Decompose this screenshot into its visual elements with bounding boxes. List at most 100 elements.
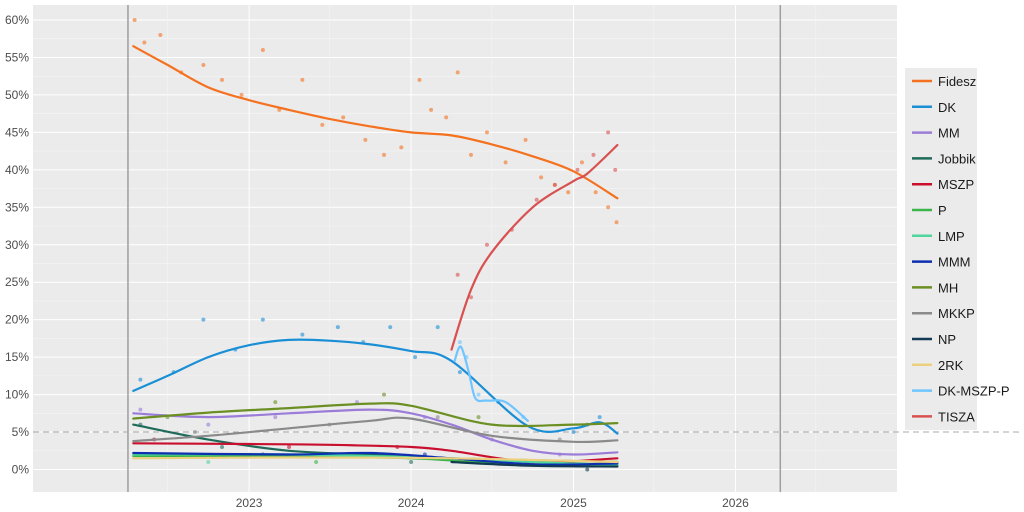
poll-point-tisza	[468, 295, 473, 300]
poll-point-fidesz	[455, 70, 460, 75]
poll-point-mm	[138, 407, 143, 412]
legend-label-mszp: MSZP	[938, 177, 974, 192]
y-tick-label: 25%	[5, 275, 29, 289]
poll-point-fidesz	[239, 92, 244, 97]
poll-point-fidesz	[429, 107, 434, 112]
legend-label-mm: MM	[938, 126, 960, 141]
poll-point-fidesz	[399, 145, 404, 150]
trend-line-mmm	[132, 451, 619, 466]
poll-point-dk	[435, 325, 440, 330]
poll-point-mm	[273, 415, 278, 420]
y-axis-labels: 0% 5% 10% 15% 20% 25% 30% 35% 40% 45% 50% 55% 60%	[5, 13, 29, 477]
poll-point-fidesz	[260, 47, 265, 52]
poll-point-fidesz	[539, 175, 544, 180]
poll-point-fidesz	[158, 32, 163, 37]
poll-point-fidesz	[142, 40, 147, 45]
y-tick-label: 45%	[5, 125, 29, 139]
poll-point-dk	[300, 332, 305, 337]
poll-point-tisza	[534, 197, 539, 202]
legend-label-np: NP	[938, 332, 956, 347]
x-tick-label: 2025	[560, 496, 587, 510]
y-tick-label: 15%	[5, 350, 29, 364]
poll-point-jobbik	[409, 460, 414, 465]
legend-label-mh: MH	[938, 280, 958, 295]
trend-line-mkkp	[132, 416, 619, 444]
legend-label-tisza: TISZA	[938, 409, 975, 424]
legend-label-dk-mszp-p: DK-MSZP-P	[938, 384, 1010, 399]
poll-point-mm	[206, 422, 211, 427]
trend-line-2rk	[132, 456, 619, 464]
trend-line-mm	[132, 408, 619, 456]
poll-point-fidesz	[484, 130, 489, 135]
poll-point-fidesz	[341, 115, 346, 120]
y-tick-label: 30%	[5, 238, 29, 252]
y-tick-label: 0%	[12, 463, 30, 477]
poll-point-np	[585, 467, 590, 472]
poll-point-mh	[382, 392, 387, 397]
y-tick-label: 10%	[5, 388, 29, 402]
legend-label-mkkp: MKKP	[938, 306, 975, 321]
poll-point-lmp	[206, 460, 211, 465]
trend-line-fidesz	[132, 45, 619, 200]
poll-point-dk	[413, 355, 418, 360]
poll-point-tisza	[613, 167, 618, 172]
poll-point-dk-mszp-p	[457, 340, 462, 345]
poll-point-dk	[201, 317, 206, 322]
poll-point-fidesz	[320, 122, 325, 127]
x-tick-label: 2023	[236, 496, 263, 510]
poll-point-dk	[260, 317, 265, 322]
legend-panel	[905, 68, 977, 430]
poll-point-p	[314, 460, 319, 465]
poll-point-fidesz	[220, 77, 225, 82]
poll-point-fidesz	[503, 160, 508, 165]
poll-point-mkkp	[192, 430, 197, 435]
poll-point-fidesz	[444, 115, 449, 120]
y-tick-label: 50%	[5, 88, 29, 102]
x-axis-labels: 2023 2024 2025 2026	[236, 496, 749, 510]
poll-point-fidesz	[201, 62, 206, 67]
poll-point-dk	[335, 325, 340, 330]
poll-point-tisza	[591, 152, 596, 157]
plot-panel	[33, 5, 897, 492]
poll-point-dk	[571, 430, 576, 435]
poll-point-mh	[273, 400, 278, 405]
poll-point-fidesz	[468, 152, 473, 157]
poll-point-tisza	[455, 272, 460, 277]
trend-line-dk-mszp-p	[453, 345, 529, 422]
poll-point-fidesz	[300, 77, 305, 82]
poll-point-mh	[476, 415, 481, 420]
legend-label-dk: DK	[938, 100, 956, 115]
poll-point-fidesz	[363, 137, 368, 142]
reference-lines	[33, 5, 1020, 492]
poll-point-dk	[388, 325, 393, 330]
poll-point-fidesz	[566, 190, 571, 195]
poll-point-jobbik	[220, 445, 225, 450]
legend-label-mmm: MMM	[938, 255, 971, 270]
poll-point-fidesz	[417, 77, 422, 82]
y-tick-label: 55%	[5, 50, 29, 64]
poll-point-dk	[457, 370, 462, 375]
y-tick-label: 5%	[12, 425, 30, 439]
legend-label-jobbik: Jobbik	[938, 151, 976, 166]
legend-label-lmp: LMP	[938, 229, 965, 244]
trend-line-np	[450, 460, 619, 468]
legend-label-2rk: 2RK	[938, 358, 964, 373]
poll-point-mszp	[287, 445, 292, 450]
poll-point-fidesz	[382, 152, 387, 157]
poll-point-dk	[138, 377, 143, 382]
y-tick-label: 60%	[5, 13, 29, 27]
trend-line-tisza	[450, 144, 619, 351]
poll-point-tisza	[484, 242, 489, 247]
legend-label-fidesz: Fidesz	[938, 74, 976, 89]
poll-point-dk	[597, 415, 602, 420]
y-tick-label: 40%	[5, 163, 29, 177]
poll-point-fidesz	[593, 190, 598, 195]
trend-line-mh	[132, 402, 619, 428]
poll-point-tisza	[575, 167, 580, 172]
poll-point-mkkp	[435, 415, 440, 420]
poll-point-fidesz	[523, 137, 528, 142]
trend-lines	[132, 45, 619, 468]
x-tick-label: 2026	[722, 496, 749, 510]
poll-point-fidesz	[579, 160, 584, 165]
